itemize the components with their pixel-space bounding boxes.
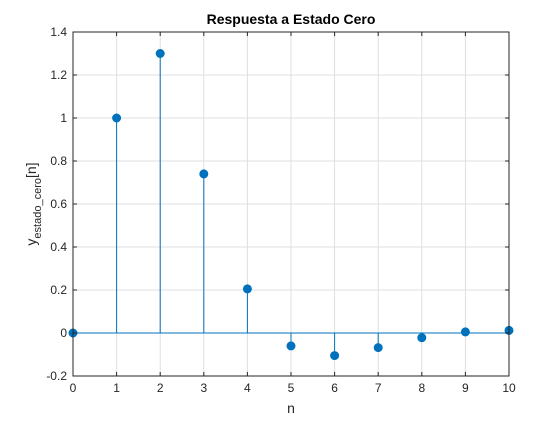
x-tick-label: 1 (113, 381, 120, 395)
y-tick-label: 0.8 (50, 154, 67, 168)
y-tick-label: -0.2 (46, 369, 67, 383)
stem-marker (112, 113, 122, 123)
x-tick-label: 0 (70, 381, 77, 395)
grid-lines (73, 32, 509, 376)
x-tick-label: 10 (502, 381, 516, 395)
x-tick-label: 7 (375, 381, 382, 395)
x-tick-label: 5 (288, 381, 295, 395)
y-tick-label: 0 (60, 326, 67, 340)
stem-marker (373, 343, 383, 353)
y-tick-label: 0.4 (50, 240, 67, 254)
y-axis-label-suffix: [n] (23, 162, 39, 178)
x-tick-label: 4 (244, 381, 251, 395)
stem-marker (417, 333, 427, 343)
x-tick-labels: 0 1 2 3 4 5 6 7 8 9 10 (70, 381, 516, 395)
y-tick-label: 1.4 (50, 25, 67, 39)
stem-marker (286, 341, 296, 351)
x-tick-label: 6 (331, 381, 338, 395)
stem-marker (460, 327, 470, 337)
stem-marker (155, 49, 165, 58)
stem-marker (199, 169, 209, 179)
stem-series (68, 49, 514, 361)
stem-marker (330, 351, 340, 361)
x-tick-label: 8 (418, 381, 425, 395)
tick-marks (72, 31, 510, 377)
chart-title: Respuesta a Estado Cero (207, 11, 376, 27)
x-axis-label: n (287, 400, 295, 416)
x-tick-label: 2 (157, 381, 164, 395)
x-tick-label: 9 (462, 381, 469, 395)
stem-marker (242, 284, 252, 294)
y-axis-label-base: y (23, 239, 39, 246)
y-axis-label: yestado_cero[n] (23, 162, 44, 245)
y-tick-label: 0.2 (50, 283, 67, 297)
y-axis-label-subscript: estado_cero (32, 178, 44, 239)
x-tick-label: 3 (200, 381, 207, 395)
y-tick-label: 1 (60, 111, 67, 125)
y-tick-labels: -0.2 0 0.2 0.4 0.6 0.8 1 1.2 1.4 (46, 25, 67, 383)
y-tick-label: 1.2 (50, 68, 67, 82)
y-tick-label: 0.6 (50, 197, 67, 211)
